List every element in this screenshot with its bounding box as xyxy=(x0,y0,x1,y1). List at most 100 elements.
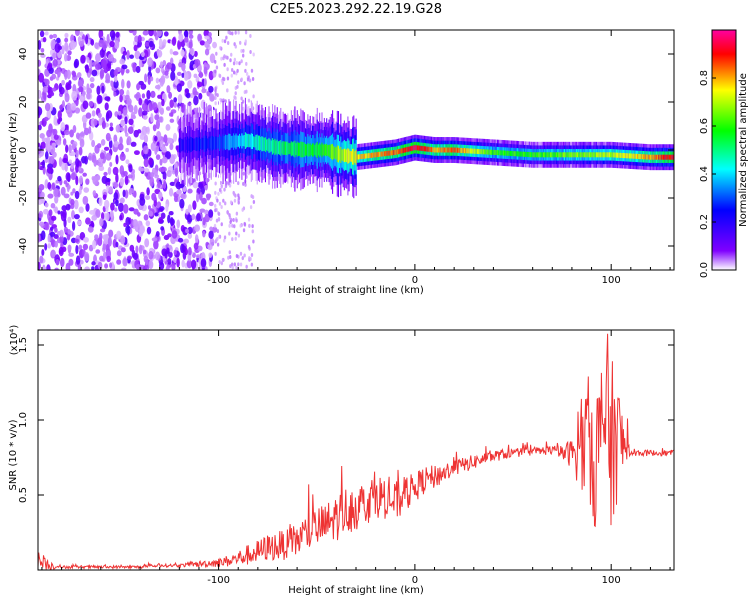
spectrogram-cell xyxy=(173,97,178,103)
spectrogram-cell xyxy=(128,164,133,173)
spectrogram-cell xyxy=(239,251,243,256)
spectrogram-ridge-cell xyxy=(599,152,601,158)
spectrogram-ridge-cell xyxy=(506,150,508,156)
spectrogram-ridge-cell xyxy=(454,147,456,153)
snr-frame xyxy=(37,329,675,571)
spectrogram-ridge-cell xyxy=(496,150,499,156)
spectrogram-cell xyxy=(90,220,94,227)
spectrogram-cell xyxy=(235,60,238,65)
spectrogram-ridge-cell xyxy=(374,152,376,158)
spectrogram-y-axis-label: Frequency (Hz) xyxy=(8,112,19,188)
spectrogram-cell xyxy=(59,86,65,95)
spectrogram-cell xyxy=(247,217,251,222)
spectrogram-ridge-cell xyxy=(403,147,405,153)
spectrogram-ridge-cell xyxy=(193,138,195,151)
spectrogram-cell xyxy=(157,101,162,109)
spectrogram-cell xyxy=(88,244,94,252)
spectrogram-cell xyxy=(180,193,187,200)
spectrogram-cell xyxy=(145,220,151,227)
spectrogram-cell xyxy=(42,85,49,93)
spectrogram-ridge-cell xyxy=(421,145,423,151)
spectrogram-cell xyxy=(144,238,150,248)
spectrogram-cell xyxy=(75,175,79,186)
spectrogram-cell xyxy=(187,204,192,213)
spectrogram-ridge-cell xyxy=(335,147,337,160)
spectrogram-cell xyxy=(204,40,210,49)
spectrogram-ridge-cell xyxy=(434,147,436,153)
spectrogram-cell xyxy=(215,65,219,70)
spectrogram-ridge-cell xyxy=(626,153,628,159)
spectrogram-ridge-cell xyxy=(218,134,221,151)
spectrogram-cell xyxy=(252,200,256,205)
spectrogram-ridge-cell xyxy=(380,151,382,157)
spectrogram-ridge-cell xyxy=(528,152,530,158)
spectrogram-ridge-cell xyxy=(288,143,290,154)
spectrogram-ridge-cell xyxy=(422,146,424,152)
spectrogram-cell xyxy=(247,98,251,103)
spectrogram-cell xyxy=(250,252,254,257)
spectrogram-cell xyxy=(108,139,113,149)
spectrogram-cell xyxy=(94,234,99,240)
spectrogram-ridge-cell xyxy=(329,144,331,158)
spectrogram-cell xyxy=(116,250,122,257)
spectrogram-cell xyxy=(84,34,89,45)
spectrogram-cell xyxy=(235,211,239,216)
spectrogram-cell xyxy=(113,91,117,97)
spectrogram-ridge-cell xyxy=(595,152,597,158)
spectrogram-cell xyxy=(252,239,255,244)
spectrogram-cell xyxy=(106,33,110,44)
spectrogram-cell xyxy=(230,52,233,57)
spectrogram-ridge-cell xyxy=(547,152,549,158)
spectrogram-cell xyxy=(38,221,45,227)
spectrogram-cell xyxy=(177,93,183,104)
spectrogram-cell xyxy=(79,31,84,37)
spectrogram-ridge-cell xyxy=(220,136,222,149)
spectrogram-ridge-cell xyxy=(580,152,582,158)
spectrogram-cell xyxy=(208,252,213,258)
spectrogram-cell xyxy=(229,58,232,63)
spectrogram-cell xyxy=(54,227,58,233)
spectrogram-cell xyxy=(131,171,135,181)
spectrogram-cell xyxy=(196,213,201,222)
spectrogram-cell xyxy=(137,212,141,217)
spectrogram-cell xyxy=(149,172,155,178)
spectrogram-ridge-cell xyxy=(196,137,198,152)
spectrogram-cell xyxy=(130,114,137,120)
spectrogram-ridge-cell xyxy=(267,139,269,152)
spectrogram-ridge-cell xyxy=(418,145,420,151)
spectrogram-ridge-cell xyxy=(324,144,327,156)
spectrogram-ridge-cell xyxy=(314,144,316,156)
spectrogram-cell xyxy=(62,209,67,219)
spectrogram-cell xyxy=(215,218,219,223)
spectrogram-cell xyxy=(70,191,74,196)
spectrogram-ridge-cell xyxy=(330,144,332,159)
spectrogram-ridge-cell xyxy=(542,152,544,158)
spectrogram-ridge-cell xyxy=(474,148,476,154)
spectrogram-ridge-cell xyxy=(442,147,444,153)
spectrogram-ridge-cell xyxy=(440,147,442,153)
spectrogram-cell xyxy=(91,110,96,117)
spectrogram-cell xyxy=(118,202,124,213)
spectrogram-cell xyxy=(168,211,174,216)
spectrogram-cell xyxy=(165,106,171,111)
spectrogram-cell xyxy=(104,96,111,101)
snr-panel: -100 0 100 0.5 1.0 1.5 Height of straight lin… xyxy=(8,325,675,596)
spectrogram-ridge-cell xyxy=(641,154,643,160)
spectrogram-cell xyxy=(241,99,245,104)
spectrogram-cell xyxy=(88,126,92,134)
spectrogram-cell xyxy=(121,64,128,70)
spectrogram-cell xyxy=(221,257,225,262)
spectrogram-ridge-cell xyxy=(638,153,640,159)
spectrogram-cell xyxy=(212,41,217,49)
spectrogram-cell xyxy=(128,188,135,194)
spectrogram-ridge-cell xyxy=(453,147,455,153)
spectrogram-ridge-cell xyxy=(435,147,437,153)
spectrogram-ridge-cell xyxy=(585,152,587,158)
spectrogram-cell xyxy=(135,65,141,74)
spectrogram-cell xyxy=(42,266,47,270)
spectrogram-ridge-cell xyxy=(483,149,486,155)
spectrogram-cell xyxy=(44,202,49,208)
spectrogram-cell xyxy=(142,153,149,160)
spectrogram-ridge-cell xyxy=(433,147,435,153)
spectrogram-cell xyxy=(119,177,125,187)
